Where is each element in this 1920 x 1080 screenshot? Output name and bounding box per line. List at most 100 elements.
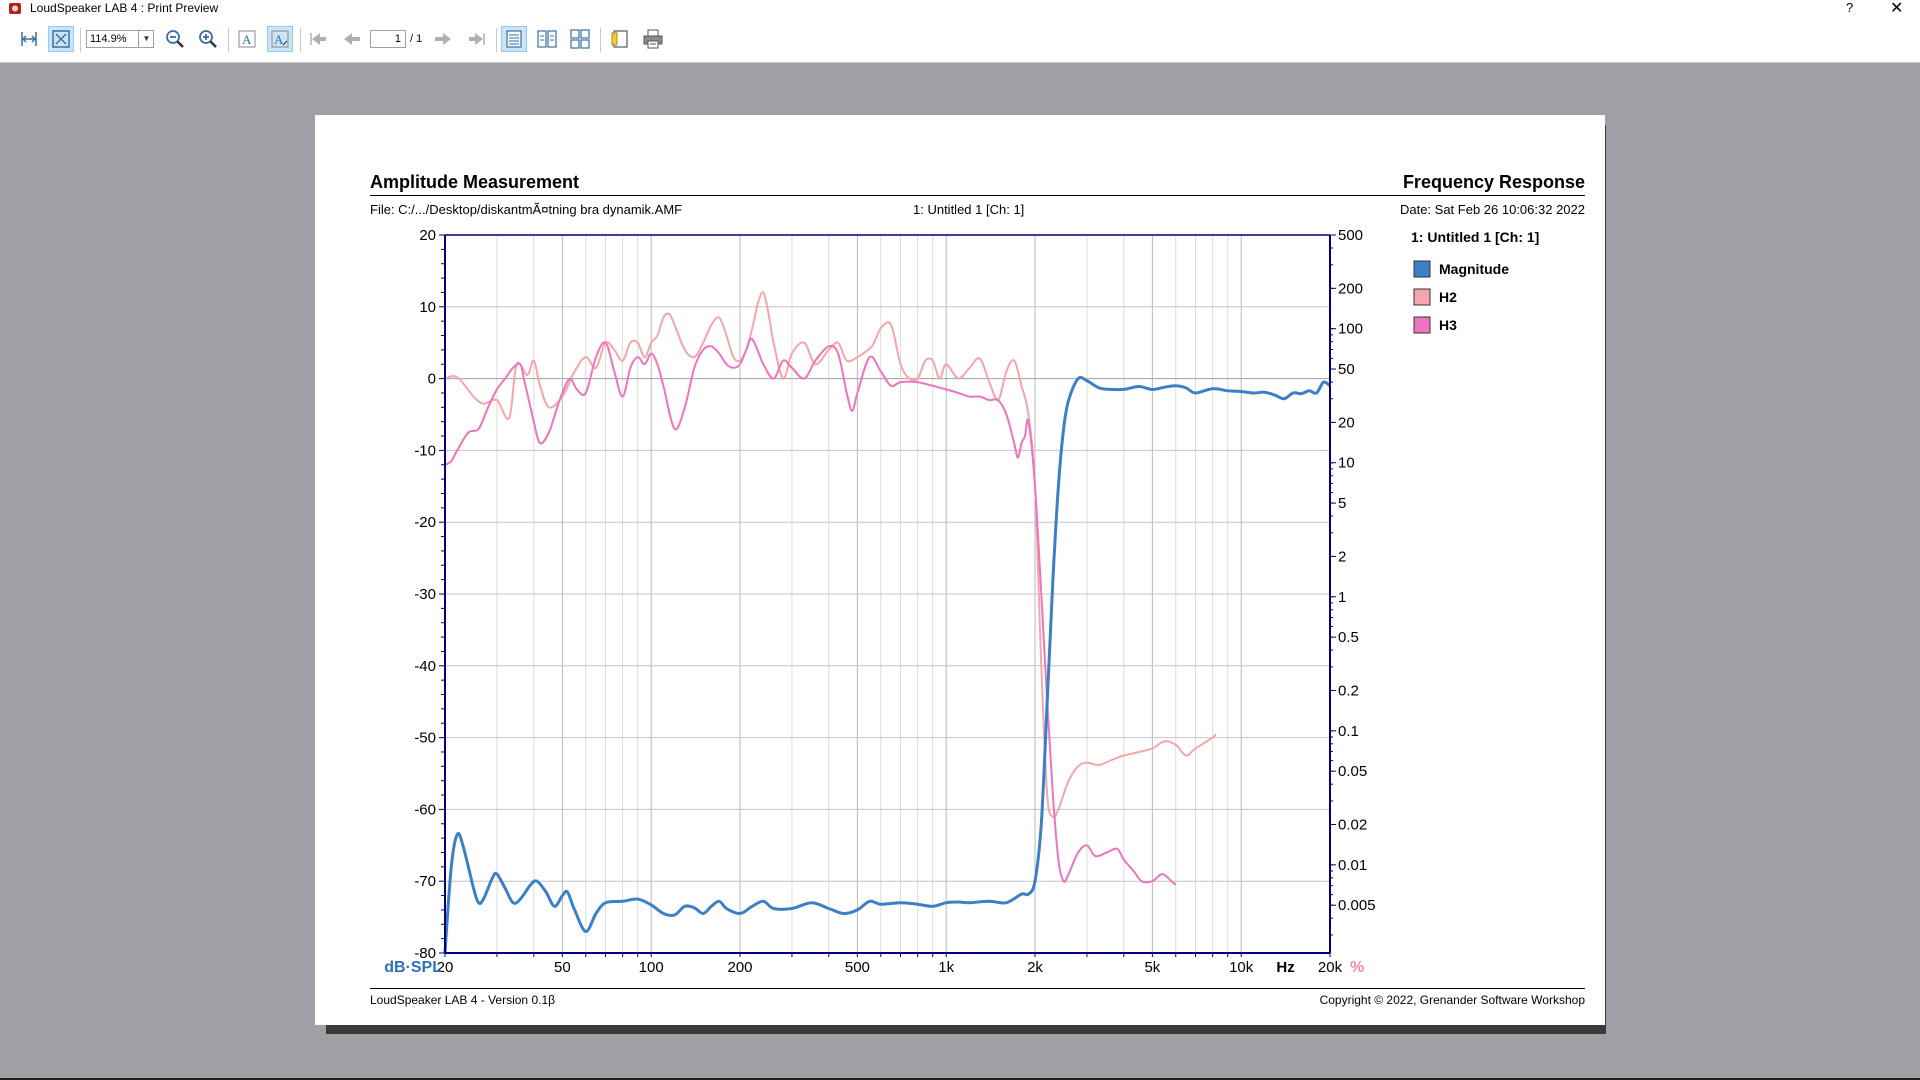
legend-swatch-h3 (1413, 316, 1431, 334)
chart-legend: 1: Untitled 1 [Ch: 1] Magnitude H2 H3 (1411, 229, 1539, 334)
chevron-down-icon: ▼ (142, 34, 151, 43)
zoom-in-icon (199, 30, 217, 48)
svg-text:A: A (274, 32, 284, 47)
chart-labels: 20100-10-20-30-40-50-60-70-8050020010050… (384, 227, 1375, 976)
y2-tick-label: 0.1 (1338, 723, 1359, 740)
frequency-response-chart: 20100-10-20-30-40-50-60-70-8050020010050… (384, 227, 1539, 976)
chart-axes (439, 234, 1336, 957)
two-page-button[interactable] (534, 26, 560, 52)
print-preview-toolbar: 114.9% ▼ A A 1 / 1 (0, 18, 1920, 63)
chart-curves (443, 291, 1331, 954)
window-titlebar: LoudSpeaker LAB 4 : Print Preview ? ✕ (0, 0, 1920, 18)
next-page-icon (435, 33, 451, 45)
x-unit-label: Hz (1276, 959, 1294, 976)
y2-tick-label: 500 (1338, 227, 1363, 244)
legend-swatch-h2 (1413, 288, 1431, 306)
y2-tick-label: 20 (1338, 414, 1355, 431)
prev-page-button[interactable] (339, 26, 365, 52)
y2-tick-label: 0.5 (1338, 629, 1359, 646)
prev-page-icon (344, 33, 360, 45)
zoom-value: 114.9% (90, 33, 127, 45)
y2-tick-label: 0.2 (1338, 682, 1359, 699)
y2-tick-label: 100 (1338, 321, 1363, 338)
y2-tick-label: 0.02 (1338, 817, 1367, 834)
legend-label-magnitude: Magnitude (1439, 261, 1509, 277)
print-icon (643, 29, 663, 49)
channel-label: 1: Untitled 1 [Ch: 1] (913, 202, 1025, 217)
speaker-app-icon (9, 3, 21, 14)
zoom-in-button[interactable] (195, 26, 221, 52)
print-button[interactable] (640, 26, 666, 52)
fit-width-icon (21, 32, 37, 46)
font-icon: A (238, 30, 256, 48)
series-line-h2 (444, 291, 1217, 819)
x-tick-label: 1k (938, 959, 954, 976)
y2-unit-label: % (1350, 959, 1364, 976)
footer-rule (370, 988, 1585, 989)
page-setup-icon (611, 30, 628, 48)
page-current: 1 (394, 33, 401, 45)
zoom-out-button[interactable] (162, 26, 188, 52)
page-setup-button[interactable] (607, 26, 633, 52)
four-page-icon (570, 29, 590, 49)
fit-page-icon (52, 30, 70, 48)
version-footer: LoudSpeaker LAB 4 - Version 0.1β (370, 993, 556, 1007)
font-scale-icon: A (271, 30, 289, 48)
y-tick-label: -50 (414, 730, 436, 747)
close-button[interactable]: ✕ (1890, 0, 1904, 17)
fit-page-button[interactable] (48, 26, 74, 52)
zoom-combobox[interactable]: 114.9% (86, 30, 154, 48)
y-tick-label: -80 (414, 945, 436, 962)
last-page-button[interactable] (463, 26, 489, 52)
zoom-dropdown-button[interactable]: ▼ (138, 30, 154, 48)
legend-label-h2: H2 (1439, 289, 1457, 305)
x-tick-label: 200 (727, 959, 752, 976)
x-tick-label: 50 (554, 959, 571, 976)
measurement-date: Date: Sat Feb 26 10:06:32 2022 (1399, 202, 1585, 217)
y-tick-label: 10 (419, 299, 436, 316)
single-page-button[interactable] (501, 26, 527, 52)
y2-tick-label: 0.01 (1338, 857, 1367, 874)
series-line-magnitude (443, 375, 1331, 954)
report-title: Amplitude Measurement (370, 172, 580, 192)
four-page-button[interactable] (567, 26, 593, 52)
copyright-footer: Copyright © 2022, Grenander Software Wor… (1319, 993, 1585, 1007)
help-button[interactable]: ? (1846, 0, 1854, 15)
preview-page: Amplitude Measurement Frequency Response… (315, 115, 1605, 1025)
first-page-icon (310, 33, 326, 45)
font-button[interactable]: A (234, 26, 260, 52)
y-tick-label: -10 (414, 442, 436, 459)
y2-tick-label: 0.05 (1338, 763, 1367, 780)
chart-grid (444, 234, 1331, 954)
y-tick-label: -20 (414, 514, 436, 531)
y-tick-label: -70 (414, 873, 436, 890)
next-page-button[interactable] (430, 26, 456, 52)
page-total: / 1 (410, 33, 423, 45)
x-tick-label: 2k (1027, 959, 1043, 976)
fit-width-button[interactable] (16, 26, 42, 52)
y-tick-label: 0 (428, 371, 436, 388)
y2-tick-label: 0.005 (1338, 897, 1376, 914)
y2-tick-label: 50 (1338, 361, 1355, 378)
svg-text:A: A (242, 32, 252, 47)
y2-tick-label: 200 (1338, 280, 1363, 297)
header-rule (370, 195, 1585, 196)
font-scale-button[interactable]: A (267, 26, 293, 52)
legend-swatch-magnitude (1413, 260, 1431, 278)
series-line-h3 (444, 337, 1177, 886)
window-title: LoudSpeaker LAB 4 : Print Preview (30, 1, 219, 15)
legend-title: 1: Untitled 1 [Ch: 1] (1411, 229, 1539, 245)
file-path: File: C:/.../Desktop/diskantmÃ¤tning bra… (370, 202, 683, 217)
y2-tick-label: 1 (1338, 589, 1346, 606)
taskbar-edge (0, 1078, 1920, 1080)
first-page-button[interactable] (306, 26, 332, 52)
x-tick-label: 10k (1229, 959, 1254, 976)
page-number-input[interactable]: 1 (370, 30, 406, 48)
two-page-icon (537, 30, 557, 48)
y2-tick-label: 5 (1338, 495, 1346, 512)
report-type: Frequency Response (1402, 172, 1585, 192)
x-tick-label: 20k (1318, 959, 1343, 976)
y2-tick-label: 10 (1338, 455, 1355, 472)
x-tick-label: 500 (845, 959, 870, 976)
legend-label-h3: H3 (1439, 317, 1457, 333)
